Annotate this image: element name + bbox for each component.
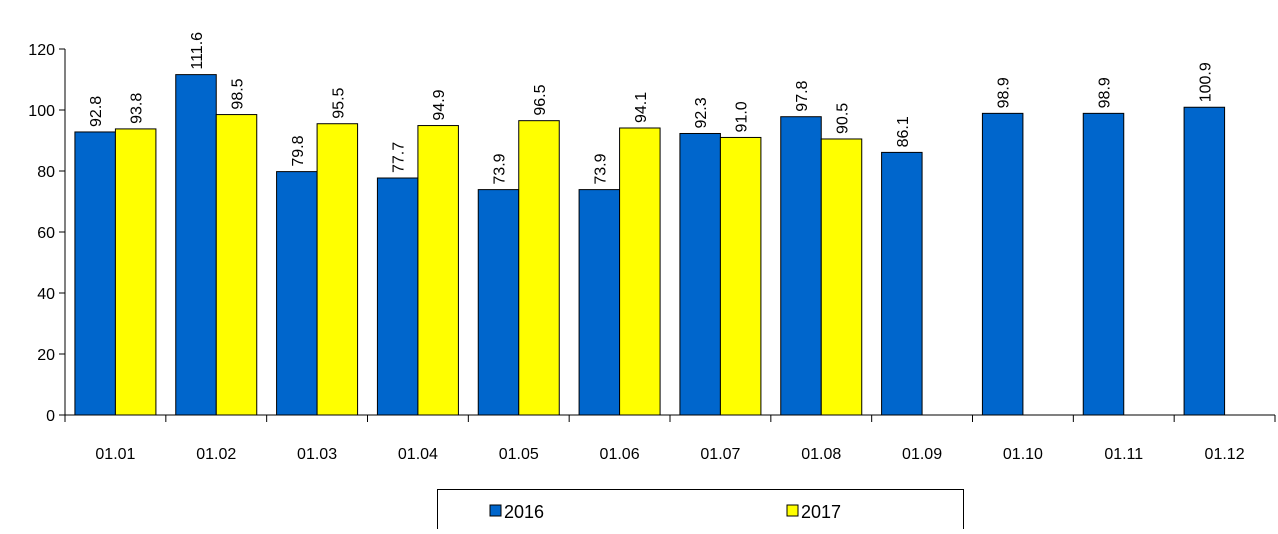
bar (981, 112, 1024, 416)
legend-label: 2017 (801, 502, 841, 522)
value-label: 94.9 (431, 89, 448, 120)
x-tick-label: 01.09 (902, 446, 942, 463)
bar (719, 136, 762, 416)
bar (881, 151, 923, 416)
value-label: 98.9 (1097, 77, 1114, 108)
value-label: 73.9 (592, 153, 609, 184)
y-tick-label: 0 (46, 408, 55, 425)
y-tick-label: 120 (28, 42, 55, 59)
bar (376, 177, 419, 416)
x-tick-label: 01.05 (499, 446, 539, 463)
value-label: 93.8 (129, 93, 146, 124)
x-tick-label: 01.01 (95, 446, 135, 463)
legend-label: 2016 (504, 502, 544, 522)
value-label: 73.9 (492, 153, 509, 184)
value-label: 111.6 (189, 32, 206, 70)
x-tick-label: 01.10 (1003, 446, 1043, 463)
x-tick-label: 01.07 (700, 446, 740, 463)
x-tick-label: 01.08 (801, 446, 841, 463)
bar (1183, 106, 1226, 416)
y-tick-label: 100 (28, 103, 55, 120)
y-tick-label: 80 (37, 164, 55, 181)
value-label: 100.9 (1197, 62, 1214, 102)
bar (215, 114, 258, 416)
value-label: 77.7 (391, 142, 408, 173)
value-label: 90.5 (835, 103, 852, 134)
bar (780, 116, 822, 416)
value-label: 98.9 (996, 77, 1013, 108)
bar (679, 132, 721, 416)
bar (518, 120, 560, 416)
value-label: 96.5 (532, 84, 549, 115)
value-label: 98.5 (230, 78, 247, 109)
legend-swatch (786, 504, 799, 517)
bar (820, 138, 863, 416)
value-label: 95.5 (330, 87, 347, 118)
y-tick-label: 40 (37, 286, 55, 303)
value-label: 79.8 (290, 135, 307, 166)
x-tick-label: 01.12 (1205, 446, 1245, 463)
bar (74, 131, 116, 416)
legend-swatch (489, 504, 502, 517)
value-label: 92.8 (88, 96, 105, 127)
x-tick-label: 01.04 (398, 446, 438, 463)
bar (175, 74, 217, 416)
bar (417, 125, 459, 416)
value-label: 97.8 (794, 80, 811, 111)
value-label: 86.1 (895, 116, 912, 147)
bar (578, 189, 621, 416)
bar (114, 128, 157, 416)
y-tick-label: 60 (37, 225, 55, 242)
value-label: 91.0 (734, 101, 751, 132)
x-tick-label: 01.03 (297, 446, 337, 463)
bar (1082, 112, 1125, 416)
bar (477, 189, 520, 416)
bar (276, 171, 318, 416)
bar (316, 123, 359, 416)
bar (619, 127, 661, 416)
x-tick-label: 01.06 (600, 446, 640, 463)
y-tick-label: 20 (37, 347, 55, 364)
x-tick-label: 01.11 (1104, 446, 1143, 463)
value-label: 94.1 (633, 92, 650, 123)
value-label: 92.3 (693, 97, 710, 128)
x-tick-label: 01.02 (196, 446, 236, 463)
